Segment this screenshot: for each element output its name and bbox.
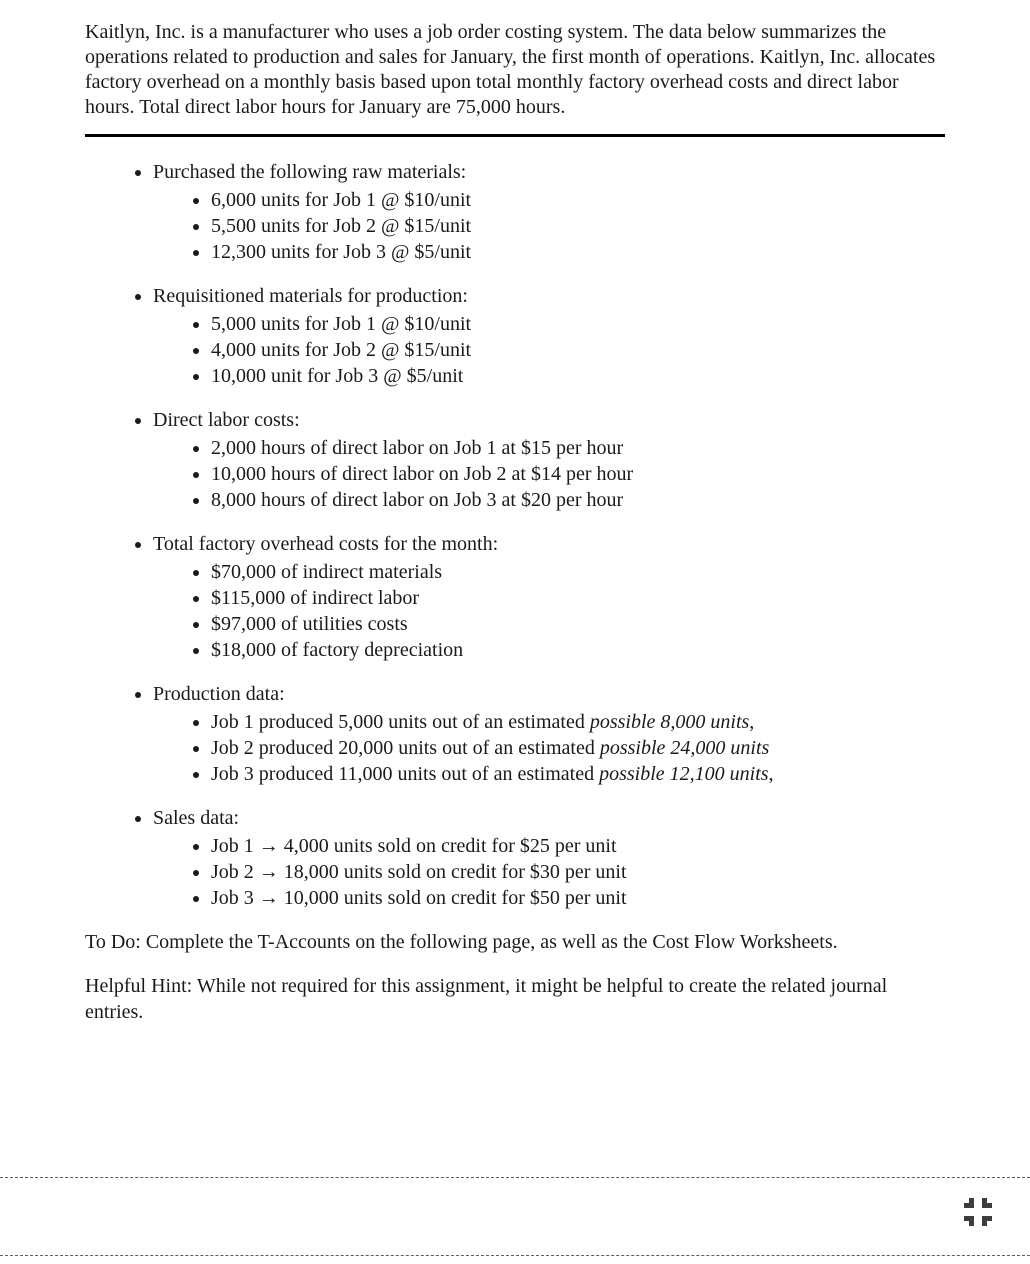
section-production: Production data: Job 1 produced 5,000 un… xyxy=(153,681,945,787)
list-item: $97,000 of utilities costs xyxy=(211,611,945,637)
list-item: Job 1 produced 5,000 units out of an est… xyxy=(211,709,945,735)
production-items: Job 1 produced 5,000 units out of an est… xyxy=(153,709,945,787)
section-title: Total factory overhead costs for the mon… xyxy=(153,533,498,555)
list-item: 5,000 units for Job 1 @ $10/unit xyxy=(211,311,945,337)
list-item: 12,300 units for Job 3 @ $5/unit xyxy=(211,239,945,265)
section-labor: Direct labor costs: 2,000 hours of direc… xyxy=(153,407,945,513)
purchased-items: 6,000 units for Job 1 @ $10/unit 5,500 u… xyxy=(153,187,945,265)
exit-fullscreen-icon[interactable] xyxy=(960,1194,996,1230)
intro-paragraph: Kaitlyn, Inc. is a manufacturer who uses… xyxy=(85,20,945,120)
section-title: Sales data: xyxy=(153,807,239,829)
list-item: $18,000 of factory depreciation xyxy=(211,637,945,663)
list-item: Job 2 produced 20,000 units out of an es… xyxy=(211,735,945,761)
list-item: Job 2 → 18,000 units sold on credit for … xyxy=(211,859,945,885)
list-item: 10,000 hours of direct labor on Job 2 at… xyxy=(211,461,945,487)
list-item: Job 3 produced 11,000 units out of an es… xyxy=(211,761,945,787)
list-item: 8,000 hours of direct labor on Job 3 at … xyxy=(211,487,945,513)
list-item: 10,000 unit for Job 3 @ $5/unit xyxy=(211,363,945,389)
section-requisitioned: Requisitioned materials for production: … xyxy=(153,283,945,389)
list-item: $70,000 of indirect materials xyxy=(211,559,945,585)
section-purchased: Purchased the following raw materials: 6… xyxy=(153,159,945,265)
section-overhead: Total factory overhead costs for the mon… xyxy=(153,531,945,663)
list-item: 6,000 units for Job 1 @ $10/unit xyxy=(211,187,945,213)
list-item: 5,500 units for Job 2 @ $15/unit xyxy=(211,213,945,239)
list-item: 4,000 units for Job 2 @ $15/unit xyxy=(211,337,945,363)
section-title: Production data: xyxy=(153,683,285,705)
list-item: Job 1 → 4,000 units sold on credit for $… xyxy=(211,833,945,859)
overhead-items: $70,000 of indirect materials $115,000 o… xyxy=(153,559,945,663)
document-page: Kaitlyn, Inc. is a manufacturer who uses… xyxy=(0,0,1030,1264)
list-item: 2,000 hours of direct labor on Job 1 at … xyxy=(211,435,945,461)
hint-text: Helpful Hint: While not required for thi… xyxy=(85,973,945,1025)
dashed-separator xyxy=(0,1177,1030,1178)
section-title: Purchased the following raw materials: xyxy=(153,161,466,183)
list-item: Job 3 → 10,000 units sold on credit for … xyxy=(211,885,945,911)
horizontal-rule xyxy=(85,134,945,137)
list-item: $115,000 of indirect labor xyxy=(211,585,945,611)
section-title: Requisitioned materials for production: xyxy=(153,285,468,307)
section-title: Direct labor costs: xyxy=(153,409,300,431)
sales-items: Job 1 → 4,000 units sold on credit for $… xyxy=(153,833,945,911)
section-sales: Sales data: Job 1 → 4,000 units sold on … xyxy=(153,805,945,911)
labor-items: 2,000 hours of direct labor on Job 1 at … xyxy=(153,435,945,513)
main-list: Purchased the following raw materials: 6… xyxy=(85,159,945,911)
requisitioned-items: 5,000 units for Job 1 @ $10/unit 4,000 u… xyxy=(153,311,945,389)
dashed-separator xyxy=(0,1255,1030,1256)
todo-text: To Do: Complete the T-Accounts on the fo… xyxy=(85,929,945,955)
